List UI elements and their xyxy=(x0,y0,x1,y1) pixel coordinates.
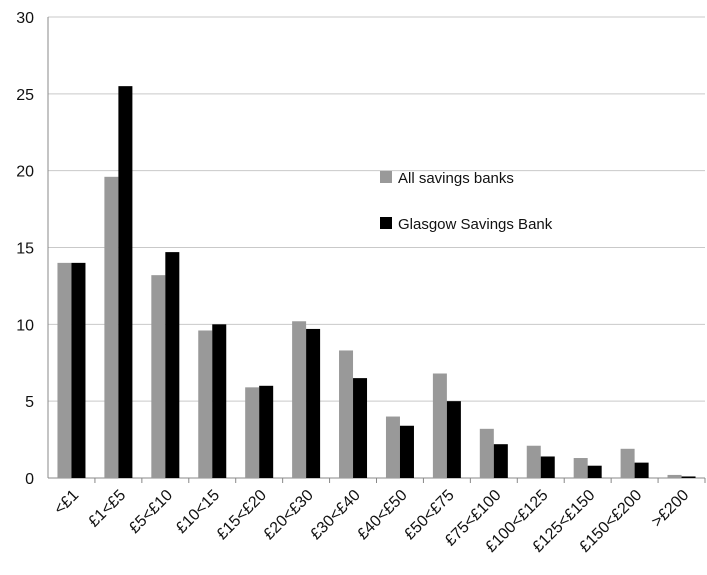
legend-label: Glasgow Savings Bank xyxy=(398,216,553,233)
bar-glasgow-savings-bank xyxy=(493,444,508,478)
bar-all-savings-banks xyxy=(432,373,447,478)
bar-all-savings-banks xyxy=(198,330,213,478)
x-tick-label: >£200 xyxy=(649,487,693,531)
bars xyxy=(57,86,696,479)
bar-all-savings-banks xyxy=(526,445,541,478)
bar-all-savings-banks xyxy=(385,416,400,478)
bar-all-savings-banks xyxy=(479,428,494,478)
bar-all-savings-banks xyxy=(57,262,72,478)
bar-glasgow-savings-bank xyxy=(587,465,602,478)
bar-glasgow-savings-bank xyxy=(212,324,227,478)
x-tick-label: <£1 xyxy=(51,487,82,518)
legend: All savings banks Glasgow Savings Bank xyxy=(380,170,553,233)
bar-glasgow-savings-bank xyxy=(446,401,461,478)
gridlines xyxy=(48,16,705,479)
x-tick-label: £30<£40 xyxy=(307,487,363,543)
bar-glasgow-savings-bank xyxy=(634,462,649,478)
x-tick-label: £1<£5 xyxy=(85,487,129,531)
legend-label: All savings banks xyxy=(398,170,514,187)
bar-all-savings-banks xyxy=(104,176,119,478)
legend-swatch xyxy=(380,171,392,183)
bar-glasgow-savings-bank xyxy=(71,262,86,478)
x-tick-label: £5<£10 xyxy=(126,487,176,537)
bar-glasgow-savings-bank xyxy=(540,456,555,478)
bar-glasgow-savings-bank xyxy=(165,252,180,478)
bar-all-savings-banks xyxy=(620,448,635,478)
x-tick-label: £40<£50 xyxy=(354,487,410,543)
y-tick-label: 10 xyxy=(16,317,34,334)
bar-all-savings-banks xyxy=(339,350,354,478)
bar-glasgow-savings-bank xyxy=(399,425,414,478)
bar-all-savings-banks xyxy=(573,458,588,478)
y-tick-label: 25 xyxy=(16,87,34,104)
bar-glasgow-savings-bank xyxy=(353,378,368,478)
bar-all-savings-banks xyxy=(151,275,166,478)
y-tick-label: 20 xyxy=(16,164,34,181)
legend-swatch xyxy=(380,217,392,229)
y-tick-label: 5 xyxy=(25,394,34,411)
y-tick-label: 15 xyxy=(16,241,34,258)
bar-all-savings-banks xyxy=(667,474,682,478)
bar-all-savings-banks xyxy=(292,321,307,478)
y-tick-label: 0 xyxy=(25,471,34,488)
bar-glasgow-savings-bank xyxy=(259,385,274,478)
bar-glasgow-savings-bank xyxy=(118,86,133,479)
y-tick-label: 30 xyxy=(16,10,34,27)
bar-all-savings-banks xyxy=(245,387,260,478)
bar-glasgow-savings-bank xyxy=(681,476,696,478)
bar-glasgow-savings-bank xyxy=(306,328,321,478)
x-tick-label: £15<£20 xyxy=(214,487,270,543)
x-tick-label: £20<£30 xyxy=(261,487,317,543)
